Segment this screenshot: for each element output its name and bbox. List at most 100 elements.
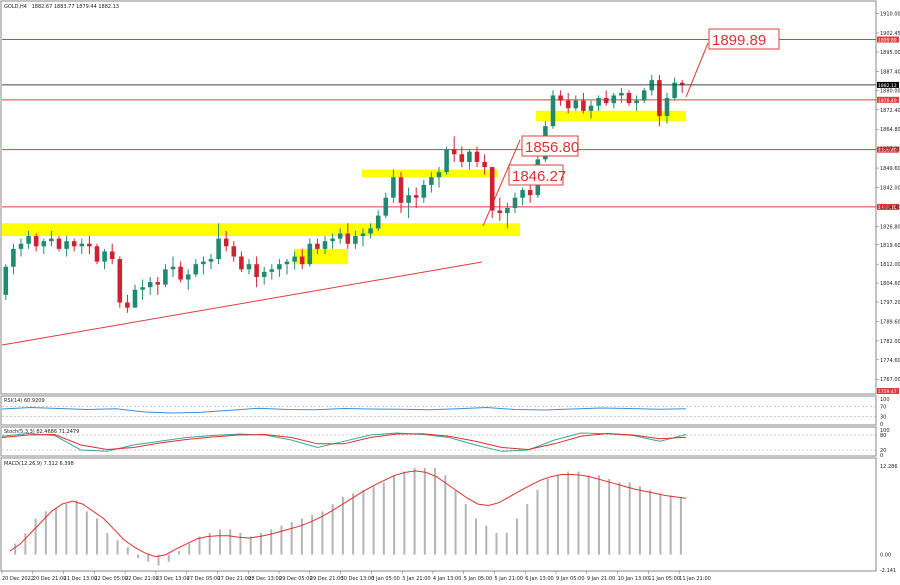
candle-body [558,95,563,101]
level-price-tag [877,203,899,210]
level-price-text: 1832.40 [878,205,897,211]
x-tick-label: 28 Dec 13:00 [248,576,282,582]
candle-body [383,197,389,216]
y-tick-label: 1849.60 [880,166,900,172]
rsi-panel-frame [0,395,877,426]
annotation-box [708,28,780,50]
candle-body [398,177,404,203]
candle-body [459,154,465,162]
trendline-breakout-2 [685,42,709,98]
candle-body [269,269,275,272]
candle-body [132,289,138,308]
candle-body [634,100,639,104]
candle-body [216,238,221,260]
candle-body [3,266,9,295]
indicator-series-line [1,432,687,451]
y-tick-label: 1895.00 [880,50,900,56]
x-tick-label: 22 Dec 21:00 [125,576,159,582]
y-tick-label: 1857.20 [880,147,900,153]
candle-body [482,161,487,168]
indicator-tick-label: 30 [880,415,886,421]
candle-body [611,95,617,104]
candle-body [626,92,632,104]
candle-body [208,259,214,262]
candle-body [672,82,677,99]
y-tick-label: 1902.45 [880,31,900,37]
candle-body [497,210,503,214]
indicator-tick-label: 20 [880,448,886,454]
candle-body [64,241,69,249]
x-tick-label: 20 Dec 21:00 [33,576,67,582]
x-tick-label: 10 Jan 13:00 [618,576,650,582]
indicator-tick-label: 70 [880,405,886,411]
y-tick-label: 1782.00 [880,339,900,345]
macd-signal-line [9,470,687,558]
x-tick-label: 5 Jan 21:00 [494,576,522,582]
y-tick-label: 1864.80 [880,127,900,133]
trendline-breakout-1 [482,139,521,227]
indicator-tick-label: 80 [880,433,886,439]
candle-body [140,287,145,290]
y-tick-label: 1767.00 [880,377,900,383]
level-price-tag [877,96,899,103]
candle-body [299,256,305,265]
candle-body [474,151,480,162]
candle-body [49,238,54,242]
candle-body [201,261,206,265]
ohlc-label: 1882.67 1883.77 1879.44 1882.13 [32,4,119,10]
candle-body [619,92,624,96]
candle-body [223,238,229,247]
main-panel-frame [0,0,877,395]
candle-body [261,271,267,277]
indicator-tick-label: 0 [880,422,883,428]
candle-body [467,151,472,162]
x-tick-label: 3 Jan 05:00 [371,576,399,582]
candle-body [413,195,419,198]
support-zone [536,110,686,122]
y-tick-label: 1774.60 [880,358,900,364]
candle-body [581,100,586,111]
candle-body [26,236,31,244]
candle-body [391,177,396,198]
candle-body [155,282,161,285]
candle-body [664,98,670,116]
y-tick-label: 1834.40 [880,205,900,211]
x-tick-label: 27 Dec 21:00 [217,576,251,582]
candle-body [178,266,183,280]
y-tick-label: 1797.20 [880,300,900,306]
candle-body [322,241,328,249]
level-price-text: 1876.40 [878,98,897,104]
y-tick-label: 1880.00 [880,88,900,94]
candle-body [512,197,518,208]
candle-body [170,266,176,270]
x-tick-label: 11 Jan 05:00 [648,576,680,582]
candle-body [277,264,282,270]
bottom-price-tag [877,388,899,394]
y-tick-label: 1872.40 [880,108,900,114]
y-tick-label: 1789.60 [880,319,900,325]
candle-body [368,228,373,234]
macd-tick-label: -2.141 [880,568,896,574]
indicator-series-line [1,406,687,414]
candle-body [436,172,442,178]
annotation-text: 1846.27 [512,168,566,185]
candle-body [360,233,366,237]
macd-tick-label: 12.286 [880,464,898,470]
candle-body [565,100,571,109]
candle-body [573,100,579,109]
candle-body [193,264,199,275]
candle-body [603,98,609,104]
x-tick-label: 29 Dec 05:00 [279,576,313,582]
current-price-text: 1882.13 [878,83,897,89]
x-tick-label: 22 Dec 05:00 [94,576,128,582]
candle-body [117,259,123,303]
x-tick-label: 9 Jan 05:00 [556,576,584,582]
candle-body [315,243,320,249]
x-tick-label: 5 Jan 05:00 [464,576,492,582]
annotation-text: 1899.89 [712,32,766,49]
candle-body [444,149,449,173]
candle-body [345,233,351,244]
candle-body [550,95,556,127]
candle-body [375,215,381,229]
candle-body [489,167,495,211]
